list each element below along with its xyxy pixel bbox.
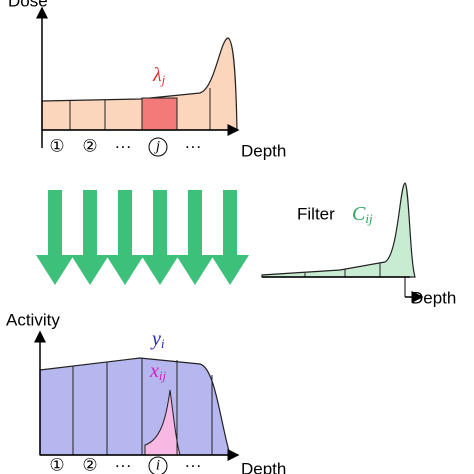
bin-label: i	[156, 457, 160, 473]
filter-label: Filter	[297, 204, 335, 223]
y-sub: i	[161, 336, 165, 351]
x-label: Depth	[241, 459, 286, 474]
lambda: λj	[152, 64, 166, 87]
bin-label: ①	[49, 455, 64, 474]
bin-label: ···	[115, 136, 132, 155]
bin-lines	[69, 88, 211, 130]
y-sym: y	[150, 328, 161, 350]
y-label: Activity	[6, 310, 60, 329]
activity-curve	[39, 357, 231, 456]
part-curve	[144, 389, 181, 456]
bin-label: j	[154, 138, 160, 154]
bin-label: ②	[82, 455, 97, 474]
activity-panel: Activity Depth yi xij ① ② ··· i ···	[6, 310, 286, 474]
y-symbol: yi	[150, 328, 165, 351]
y-label: Dose	[8, 0, 48, 10]
x-sym: x	[149, 360, 159, 382]
bin-label: ···	[185, 455, 202, 474]
bin-label: ①	[49, 136, 64, 155]
bin-circle	[148, 456, 168, 474]
bin-label: ···	[185, 136, 202, 155]
filter-curve	[261, 182, 416, 278]
c-sym: C	[352, 203, 366, 225]
c-sub: ij	[365, 211, 373, 226]
lambda-sub: j	[160, 72, 166, 87]
filter-panel: Filter Cij Depth	[261, 182, 456, 307]
dose-panel: Dose Depth λj ① ② ··· j ···	[8, 0, 286, 160]
dose-curve	[41, 37, 238, 131]
lambda-sym: λ	[152, 64, 162, 86]
highlight-bin	[141, 97, 178, 131]
x-label: Depth	[241, 141, 286, 160]
x-symbol: xij	[149, 360, 167, 383]
bin-lines	[72, 358, 213, 455]
x-label: Depth	[411, 288, 456, 307]
bin-circle	[148, 137, 168, 157]
arrows	[36, 190, 249, 285]
bin-label: ···	[115, 455, 132, 474]
filter-symbol: Cij	[352, 203, 373, 226]
bin-label: ②	[82, 136, 97, 155]
x-sub: ij	[159, 368, 167, 383]
